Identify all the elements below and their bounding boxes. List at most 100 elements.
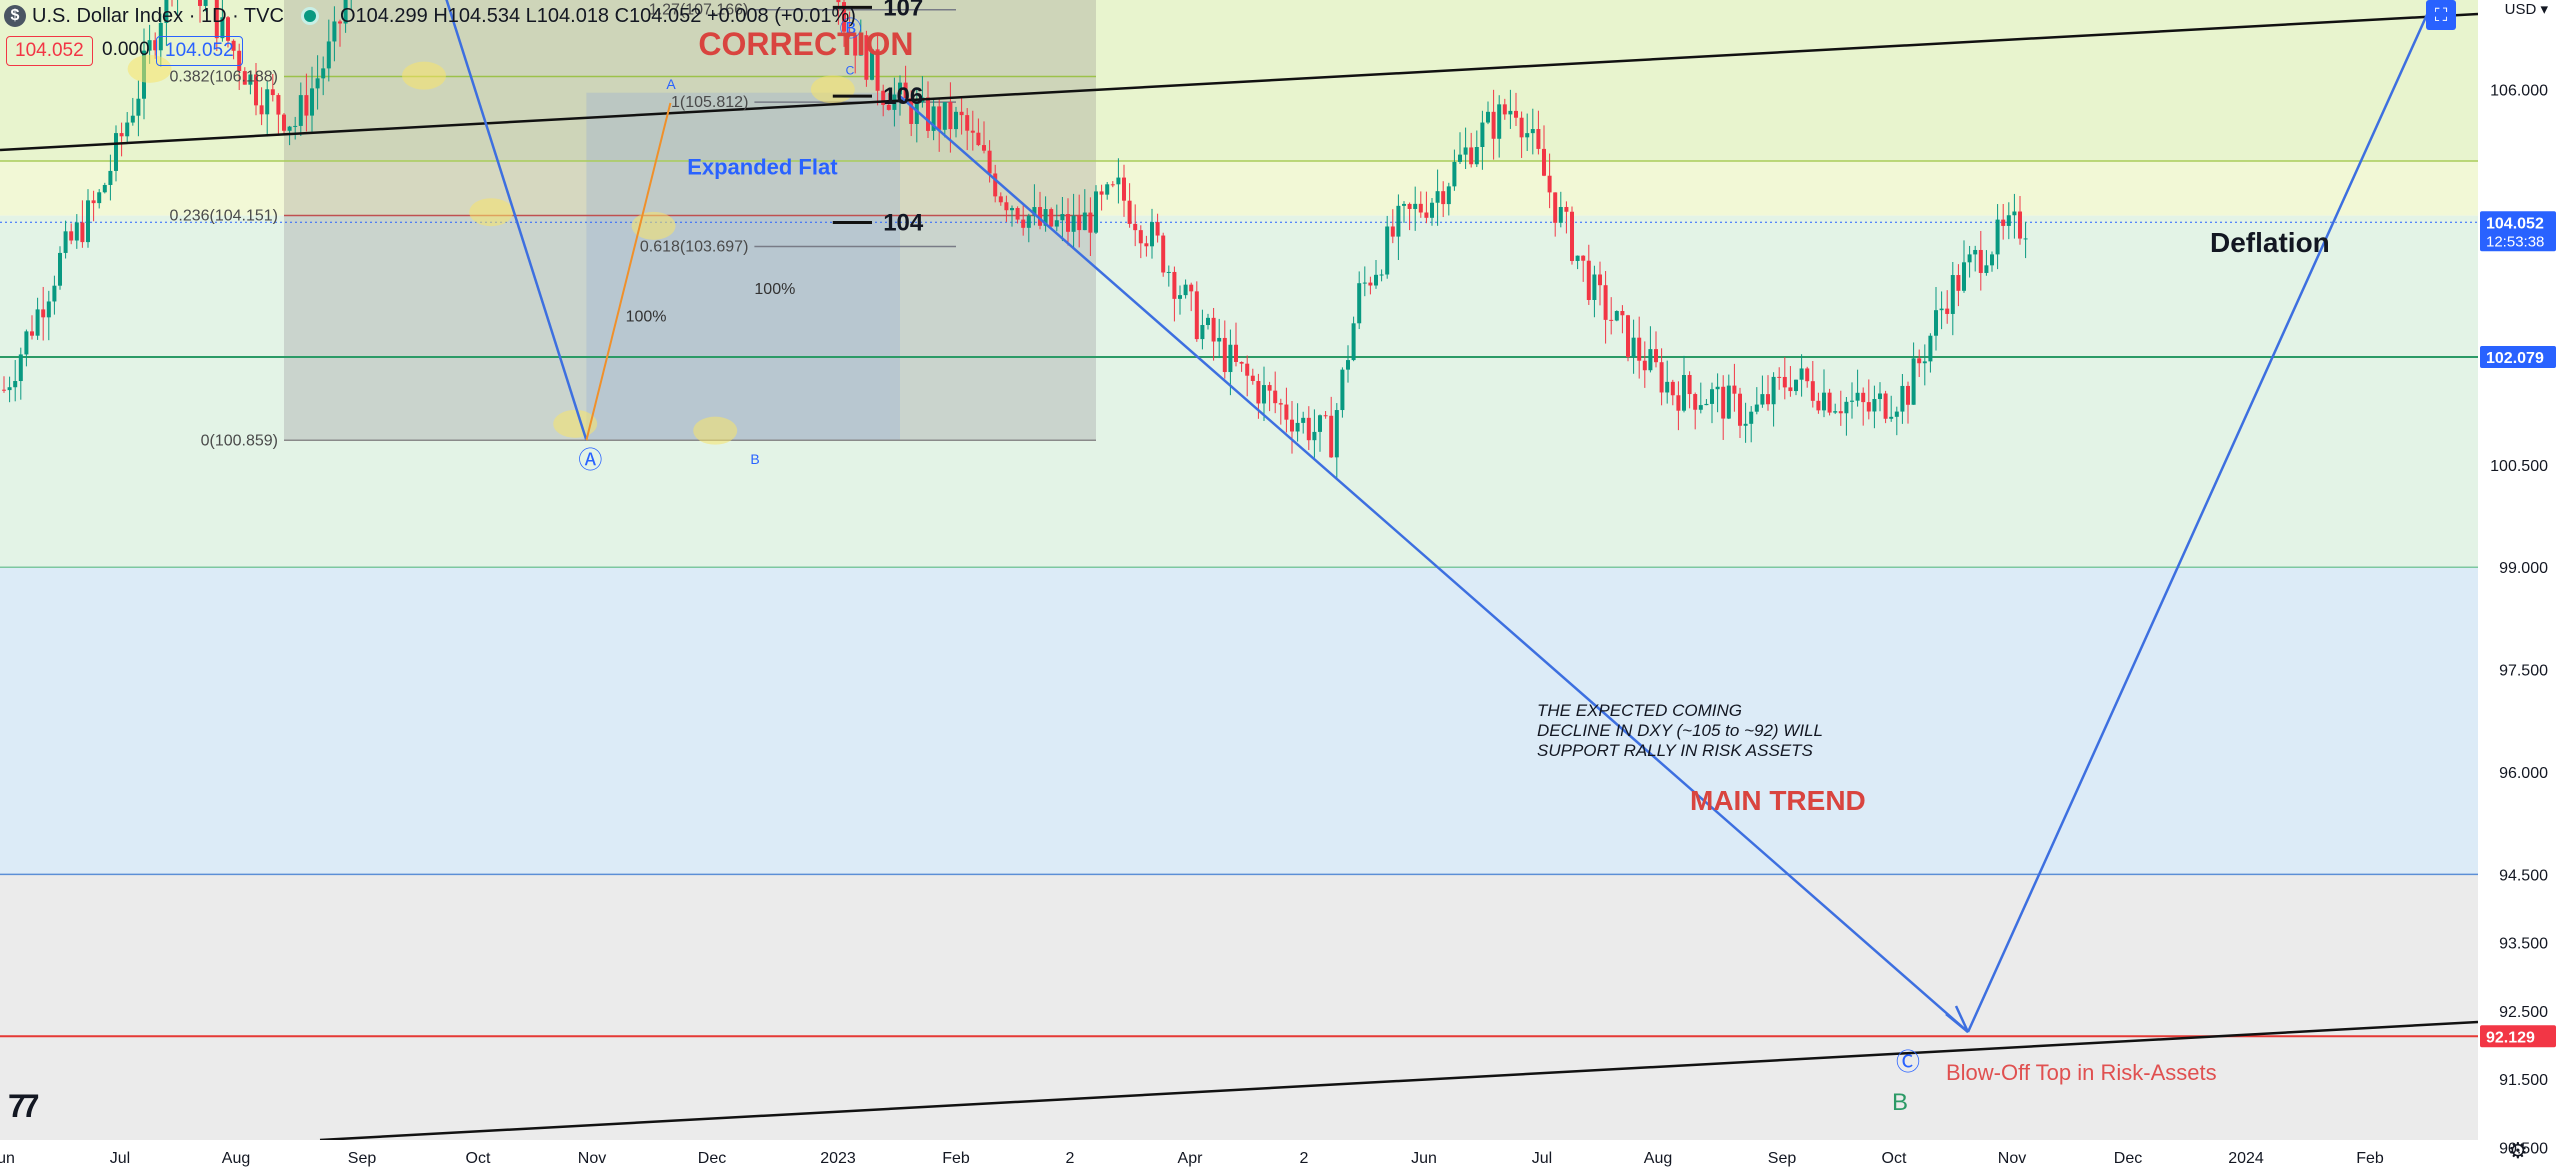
candle-body bbox=[1144, 243, 1149, 247]
y-tick-label: 91.500 bbox=[2499, 1072, 2548, 1089]
candle-body bbox=[1670, 381, 1675, 396]
candle-body bbox=[842, 2, 846, 32]
candle-body bbox=[1234, 344, 1238, 362]
candle-body bbox=[1726, 385, 1731, 419]
candle-body bbox=[1939, 308, 1944, 311]
candle-body bbox=[1094, 191, 1098, 233]
correction-label: CORRECTION bbox=[698, 26, 913, 62]
candle-body bbox=[1127, 200, 1132, 224]
candle-body bbox=[864, 35, 869, 80]
highlight-marker bbox=[631, 211, 676, 240]
candle-body bbox=[265, 89, 270, 115]
candle-body bbox=[1782, 376, 1787, 388]
candle-body bbox=[1222, 337, 1227, 373]
candle-body bbox=[1228, 344, 1233, 373]
candle-body bbox=[254, 74, 258, 106]
main-trend-label-2: MAIN TREND bbox=[1690, 785, 1866, 816]
candle-body bbox=[259, 105, 264, 115]
candle-body bbox=[1738, 393, 1742, 426]
candle-body bbox=[1631, 337, 1636, 358]
gear-icon[interactable]: ⚙ bbox=[2508, 1138, 2528, 1163]
x-tick-label: 2 bbox=[1066, 1150, 1075, 1167]
fullscreen-icon[interactable]: ⛶ bbox=[2426, 0, 2456, 30]
candle-body bbox=[2006, 215, 2011, 226]
candle-body bbox=[1430, 202, 1434, 218]
x-tick-label: Nov bbox=[1998, 1150, 2026, 1167]
candle-body bbox=[1446, 186, 1451, 205]
candle-body bbox=[1603, 285, 1608, 320]
symbol-title[interactable]: U.S. Dollar Index · 1D · TVC bbox=[32, 4, 284, 27]
x-tick-label: Apr bbox=[1178, 1150, 1204, 1167]
candle-body bbox=[237, 50, 242, 72]
candle-body bbox=[63, 231, 68, 253]
y-tick-label: 90.500 bbox=[2499, 1141, 2548, 1158]
candle-body bbox=[304, 95, 309, 116]
projected-rally-line bbox=[1966, 7, 2432, 1033]
currency-label: USD bbox=[2504, 1, 2537, 18]
y-tick-label: 99.000 bbox=[2499, 560, 2548, 577]
candle-body bbox=[1721, 386, 1726, 419]
x-tick-label: Nov bbox=[578, 1150, 606, 1167]
candle-body bbox=[1413, 203, 1418, 209]
candle-body bbox=[214, 0, 219, 39]
candle-body bbox=[881, 90, 886, 105]
highlight-marker bbox=[553, 409, 598, 438]
sell-price-button[interactable]: 104.052 bbox=[6, 36, 93, 66]
blow-off-label: Blow-Off Top in Risk-Assets bbox=[1946, 1060, 2217, 1085]
candle-body bbox=[1351, 323, 1356, 361]
level-label-106: 106 bbox=[883, 83, 923, 110]
correction-leg bbox=[585, 102, 672, 441]
y-tick-label: 96.000 bbox=[2499, 765, 2548, 782]
candle-body bbox=[1586, 260, 1591, 300]
candle-body bbox=[86, 200, 90, 243]
x-tick-label: Oct bbox=[466, 1150, 491, 1167]
candle-body bbox=[1497, 104, 1502, 139]
candle-body bbox=[2018, 211, 2022, 239]
tradingview-logo[interactable]: 77 bbox=[8, 1088, 40, 1124]
y-tick-label: 97.500 bbox=[2499, 663, 2548, 680]
buy-price-button[interactable]: 104.052 bbox=[156, 36, 243, 66]
candle-body bbox=[1766, 394, 1770, 405]
candle-body bbox=[1676, 395, 1681, 411]
flat-label-b: B bbox=[750, 451, 759, 467]
x-axis: Jun Jul Aug Sep Oct Nov Dec 2023 Feb 2 Apr 2 Jun Jul A… bbox=[0, 1140, 2558, 1174]
candle-body bbox=[1334, 410, 1339, 458]
candle-body bbox=[136, 98, 141, 116]
x-tick-label: Aug bbox=[222, 1150, 250, 1167]
candle-body bbox=[310, 88, 314, 116]
candle-body bbox=[114, 133, 118, 171]
candle-body bbox=[1396, 205, 1401, 237]
flat-label-a: A bbox=[666, 76, 676, 92]
x-tick-label: Oct bbox=[1882, 1150, 1907, 1167]
y-tick-label: 94.500 bbox=[2499, 867, 2548, 884]
x-tick-label: Dec bbox=[2114, 1150, 2142, 1167]
candle-body bbox=[1822, 392, 1826, 411]
highlight-marker bbox=[402, 61, 446, 90]
target-price-badge-bg bbox=[2480, 1025, 2556, 1048]
candle-body bbox=[1754, 404, 1759, 412]
candle-body bbox=[1054, 220, 1059, 227]
candle-body bbox=[1060, 214, 1065, 221]
candle-body bbox=[1609, 319, 1614, 321]
fib-extension-label: 1.27(107.166) bbox=[649, 2, 749, 19]
candle-body bbox=[1967, 254, 1972, 263]
x-tick-label: 2 bbox=[1300, 1150, 1309, 1167]
candle-body bbox=[1872, 399, 1877, 412]
spread-value: 0.000 bbox=[102, 39, 150, 60]
candle-body bbox=[1900, 385, 1905, 412]
candle-body bbox=[1564, 206, 1569, 212]
candle-body bbox=[914, 102, 919, 124]
candle-body bbox=[1978, 249, 1983, 273]
candle-body bbox=[1934, 310, 1938, 336]
candle-body bbox=[1390, 226, 1395, 237]
candle-body bbox=[1850, 400, 1854, 402]
candle-body bbox=[1866, 402, 1871, 412]
currency-selector[interactable]: USD ▾ bbox=[2504, 1, 2548, 18]
candle-body bbox=[2023, 238, 2028, 240]
candle-body bbox=[1816, 400, 1821, 411]
main-trend-line bbox=[445, 0, 588, 441]
candle-body bbox=[1278, 403, 1283, 405]
candle-body bbox=[993, 173, 998, 197]
candle-body bbox=[1026, 215, 1031, 228]
